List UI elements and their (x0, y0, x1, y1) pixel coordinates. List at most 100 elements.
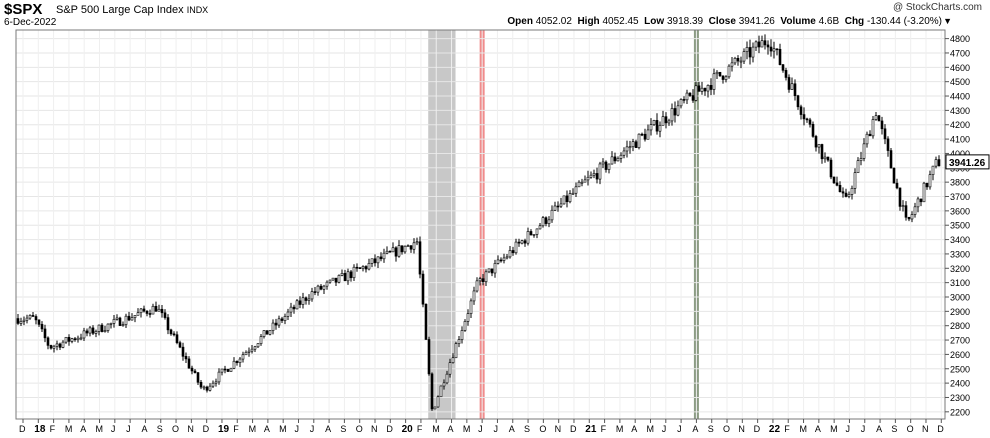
x-tick-label: J (294, 424, 299, 434)
candle-up (214, 381, 218, 384)
candle-down (388, 250, 392, 253)
candle-up (253, 346, 257, 350)
candle-down (34, 316, 38, 321)
candle-up (412, 242, 416, 250)
candle-up (547, 219, 551, 224)
close-label: Close (708, 16, 736, 27)
x-tick-label: O (172, 424, 179, 434)
x-tick-label: S (891, 424, 897, 434)
candle-up (817, 144, 821, 148)
candle-up (592, 173, 596, 176)
x-tick-label: J (662, 424, 667, 434)
candle-down (175, 334, 179, 343)
x-axis: D 18 F M A M J J A S O N D 19 F M A M J J A S O N D 20 F M A M J J A S O N D… (19, 419, 944, 435)
candle-up (685, 92, 689, 101)
candle-up (241, 354, 245, 360)
candle-up (460, 330, 464, 340)
candle-up (232, 360, 236, 369)
candle-up (391, 247, 395, 253)
candle-up (571, 192, 575, 195)
candle-down (199, 381, 203, 388)
candle-up (259, 336, 263, 344)
x-tick-label: 22 (769, 424, 781, 435)
y-tick-label: 3000 (950, 292, 970, 302)
candle-up (229, 367, 233, 372)
y-tick-label: 4000 (950, 149, 970, 159)
candle-down (355, 266, 359, 269)
candle-up (406, 245, 410, 247)
y-tick-label: 4100 (950, 135, 970, 145)
candle-up (403, 245, 407, 253)
candle-down (85, 330, 89, 334)
volume-label: Volume (780, 16, 816, 27)
candle-up (760, 40, 764, 48)
x-tick-label: N (738, 424, 745, 434)
candle-down (937, 159, 941, 167)
candle-down (820, 144, 824, 160)
candle-up (520, 240, 524, 244)
candle-down (343, 273, 347, 282)
candle-down (565, 195, 569, 203)
candle-up (706, 85, 710, 92)
stockcharts-brand[interactable]: @ StockCharts.com (892, 2, 982, 13)
x-tick-label: A (141, 424, 147, 434)
candle-up (79, 337, 83, 340)
candle-down (409, 245, 413, 250)
candle-down (709, 85, 713, 90)
y-tick-label: 4500 (950, 77, 970, 87)
open-label: Open (507, 16, 533, 27)
candle-down (280, 318, 284, 321)
candle-down (424, 303, 428, 340)
candle-up (526, 231, 530, 244)
candle-up (847, 194, 851, 197)
candle-up (628, 146, 632, 149)
candle-up (739, 60, 743, 63)
x-tick-label: S (708, 424, 714, 434)
x-tick-label: 18 (34, 424, 46, 435)
candle-down (829, 159, 833, 178)
candle-down (895, 182, 899, 189)
candle-up (433, 406, 437, 410)
candle-down (145, 310, 149, 314)
candle-up (589, 174, 593, 178)
candle-up (64, 336, 68, 343)
volume-value: 4.6B (818, 16, 840, 27)
candle-down (154, 305, 158, 312)
last-price-label: 3941.26 (949, 158, 986, 169)
y-tick-label: 2300 (950, 393, 970, 403)
x-tick-label: D (754, 424, 761, 434)
candle-up (658, 125, 662, 132)
candle-up (583, 179, 587, 183)
candle-up (121, 324, 125, 326)
candle-down (421, 273, 425, 305)
exchange-label: INDX (186, 5, 209, 15)
candle-up (19, 321, 23, 324)
candle-up (637, 133, 641, 148)
candle-down (748, 47, 752, 58)
y-tick-label: 3800 (950, 178, 970, 188)
candle-up (850, 188, 854, 195)
candle-up (157, 308, 161, 312)
candle-down (793, 83, 797, 97)
triangle-down-icon[interactable]: ▼ (943, 16, 952, 26)
y-tick-label: 4700 (950, 48, 970, 58)
low-value: 3918.39 (666, 16, 704, 27)
x-tick-label: M (830, 424, 838, 434)
candle-down (223, 368, 227, 371)
candle-down (226, 369, 230, 372)
candle-up (508, 250, 512, 258)
candle-up (250, 348, 254, 352)
candle-up (619, 154, 623, 159)
x-tick-label: A (631, 424, 637, 434)
candle-up (865, 133, 869, 145)
x-tick-label: 19 (218, 424, 230, 435)
x-tick-label: A (80, 424, 86, 434)
x-tick-label: J (861, 424, 866, 434)
candle-down (334, 277, 338, 283)
candle-up (712, 73, 716, 90)
candle-up (505, 256, 509, 259)
candle-down (58, 343, 62, 348)
candle-down (904, 205, 908, 218)
x-tick-label: J (310, 424, 315, 434)
candle-down (364, 266, 368, 270)
